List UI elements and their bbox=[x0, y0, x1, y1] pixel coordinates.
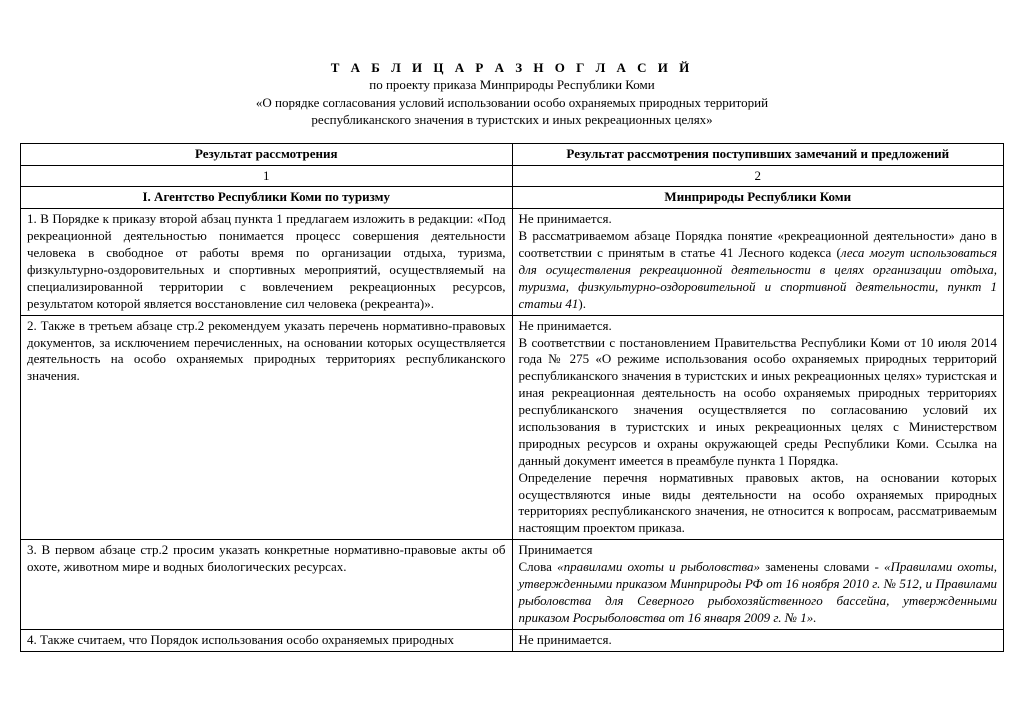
cell-right: Не принимается. В рассматриваемом абзаце… bbox=[512, 209, 1004, 315]
cell-left: 4. Также считаем, что Порядок использова… bbox=[21, 629, 513, 651]
table-number-row: 1 2 bbox=[21, 165, 1004, 187]
document-header: Т А Б Л И Ц А Р А З Н О Г Л А С И Й по п… bbox=[20, 60, 1004, 129]
col-header-right: Результат рассмотрения поступивших замеч… bbox=[512, 143, 1004, 165]
document-subtitle-2: «О порядке согласования условий использо… bbox=[20, 94, 1004, 112]
table-row: 3. В первом абзаце стр.2 просим указать … bbox=[21, 540, 1004, 629]
decision-text: В соответствии с постановлением Правител… bbox=[519, 335, 998, 468]
cell-left: 1. В Порядке к приказу второй абзац пунк… bbox=[21, 209, 513, 315]
col-number-right: 2 bbox=[512, 165, 1004, 187]
table-row: 4. Также считаем, что Порядок использова… bbox=[21, 629, 1004, 651]
table-row: 1. В Порядке к приказу второй абзац пунк… bbox=[21, 209, 1004, 315]
decision-text-2: Определение перечня нормативных правовых… bbox=[519, 470, 998, 536]
document-page: Т А Б Л И Ц А Р А З Н О Г Л А С И Й по п… bbox=[20, 60, 1004, 652]
cell-right: Не принимается. В соответствии с постано… bbox=[512, 315, 1004, 540]
cell-right: Не принимается. bbox=[512, 629, 1004, 651]
document-subtitle-1: по проекту приказа Минприроды Республики… bbox=[20, 76, 1004, 94]
section-right: Минприроды Республики Коми bbox=[512, 187, 1004, 209]
cell-left: 3. В первом абзаце стр.2 просим указать … bbox=[21, 540, 513, 629]
decision-label: Принимается bbox=[519, 542, 593, 557]
cell-left: 2. Также в третьем абзаце стр.2 рекоменд… bbox=[21, 315, 513, 540]
decision-mid: заменены словами - bbox=[760, 559, 884, 574]
disagreements-table: Результат рассмотрения Результат рассмот… bbox=[20, 143, 1004, 652]
decision-label: Не принимается. bbox=[519, 318, 612, 333]
section-left: I. Агентство Республики Коми по туризму bbox=[21, 187, 513, 209]
table-row: 2. Также в третьем абзаце стр.2 рекоменд… bbox=[21, 315, 1004, 540]
decision-label: Не принимается. bbox=[519, 632, 612, 647]
document-subtitle-3: республиканского значения в туристских и… bbox=[20, 111, 1004, 129]
document-title: Т А Б Л И Ц А Р А З Н О Г Л А С И Й bbox=[20, 60, 1004, 76]
decision-text: Слова bbox=[519, 559, 558, 574]
col-header-left: Результат рассмотрения bbox=[21, 143, 513, 165]
decision-tail: ). bbox=[578, 296, 586, 311]
table-section-row: I. Агентство Республики Коми по туризму … bbox=[21, 187, 1004, 209]
cell-right: Принимается Слова «правилами охоты и рыб… bbox=[512, 540, 1004, 629]
table-header-row: Результат рассмотрения Результат рассмот… bbox=[21, 143, 1004, 165]
decision-label: Не принимается. bbox=[519, 211, 612, 226]
col-number-left: 1 bbox=[21, 165, 513, 187]
decision-italic-a: «правилами охоты и рыболовства» bbox=[557, 559, 760, 574]
